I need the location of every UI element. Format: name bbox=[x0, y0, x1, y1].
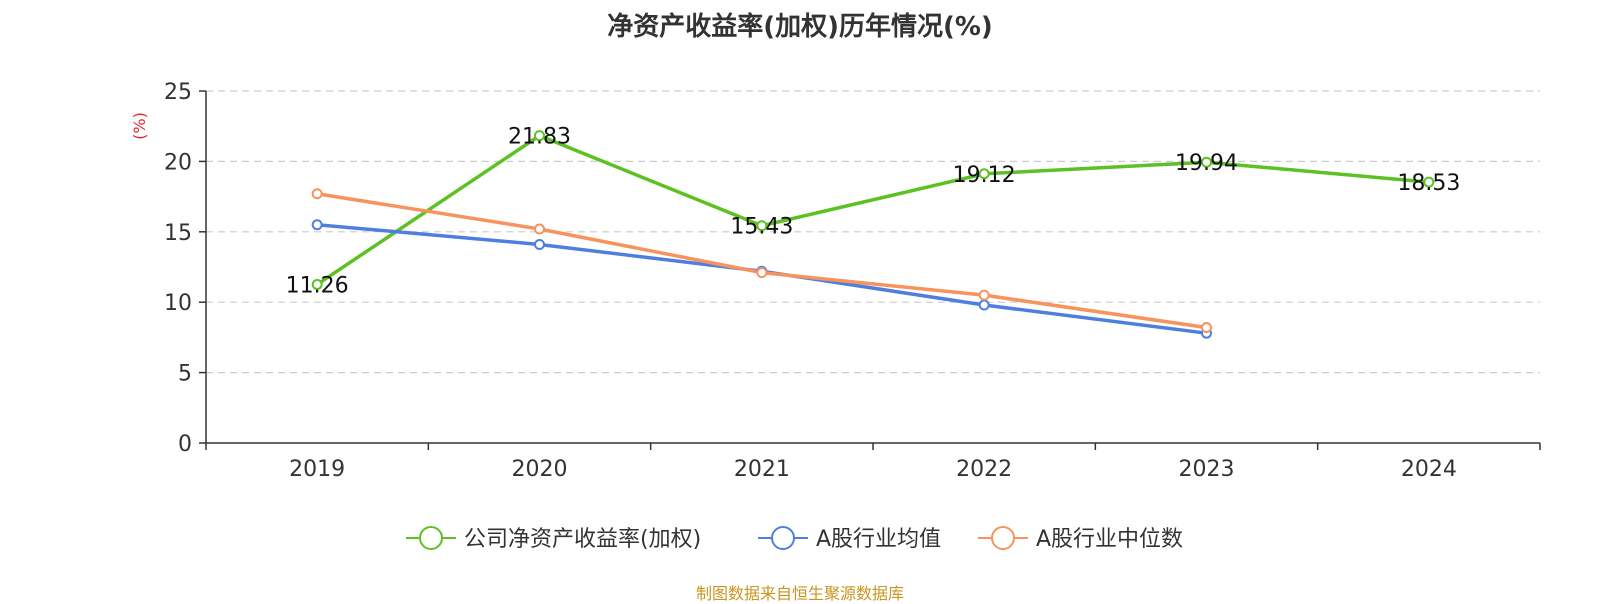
series-2-point bbox=[534, 238, 545, 250]
series-2-point bbox=[311, 219, 323, 231]
series-3-point bbox=[756, 267, 768, 279]
legend-marker-2 bbox=[771, 526, 795, 550]
data-label: 21.83 bbox=[508, 125, 571, 150]
series-1-point bbox=[311, 278, 323, 290]
series-1-point bbox=[1423, 176, 1435, 188]
y-tick-label: 5 bbox=[178, 362, 192, 387]
legend-marker-1 bbox=[419, 526, 443, 550]
y-tick-label: 15 bbox=[164, 221, 192, 246]
series-3-point bbox=[534, 223, 545, 235]
x-tick-label: 2024 bbox=[1401, 457, 1457, 482]
series-1-point bbox=[978, 168, 990, 180]
series-line-2 bbox=[317, 223, 1207, 335]
series-1-point bbox=[534, 130, 545, 142]
source-footer: 制图数据来自恒生聚源数据库 bbox=[695, 584, 904, 603]
data-label: 19.12 bbox=[953, 163, 1016, 188]
data-label: 18.53 bbox=[1397, 171, 1460, 196]
x-tick-label: 2021 bbox=[734, 457, 790, 482]
x-tick-label: 2020 bbox=[512, 457, 568, 482]
series-3-point bbox=[311, 188, 323, 200]
legend-label-3: A股行业中位数 bbox=[1036, 527, 1183, 552]
y-tick-label: 20 bbox=[164, 150, 192, 175]
x-tick-label: 2019 bbox=[289, 457, 345, 482]
legend-marker-3 bbox=[991, 526, 1015, 550]
series-2-point bbox=[978, 299, 990, 311]
x-tick-label: 2023 bbox=[1179, 457, 1235, 482]
series-3-point bbox=[978, 289, 990, 301]
y-axis-label: (%) bbox=[130, 112, 149, 140]
chart-title: 净资产收益率(加权)历年情况(%) bbox=[607, 12, 993, 42]
y-tick-label: 10 bbox=[164, 291, 192, 316]
series-1-point bbox=[1201, 156, 1212, 168]
data-label: 11.26 bbox=[286, 273, 349, 298]
legend-label-1: 公司净资产收益率(加权) bbox=[464, 527, 701, 552]
data-label: 15.43 bbox=[730, 215, 793, 240]
y-tick-label: 0 bbox=[178, 432, 192, 457]
series-line-1 bbox=[316, 133, 1429, 286]
y-tick-label: 25 bbox=[164, 80, 192, 105]
x-tick-label: 2022 bbox=[956, 457, 1012, 482]
series-1-point bbox=[756, 220, 768, 232]
legend-label-2: A股行业均值 bbox=[816, 527, 941, 552]
series-3-point bbox=[1201, 322, 1212, 334]
data-label: 19.94 bbox=[1175, 151, 1238, 176]
